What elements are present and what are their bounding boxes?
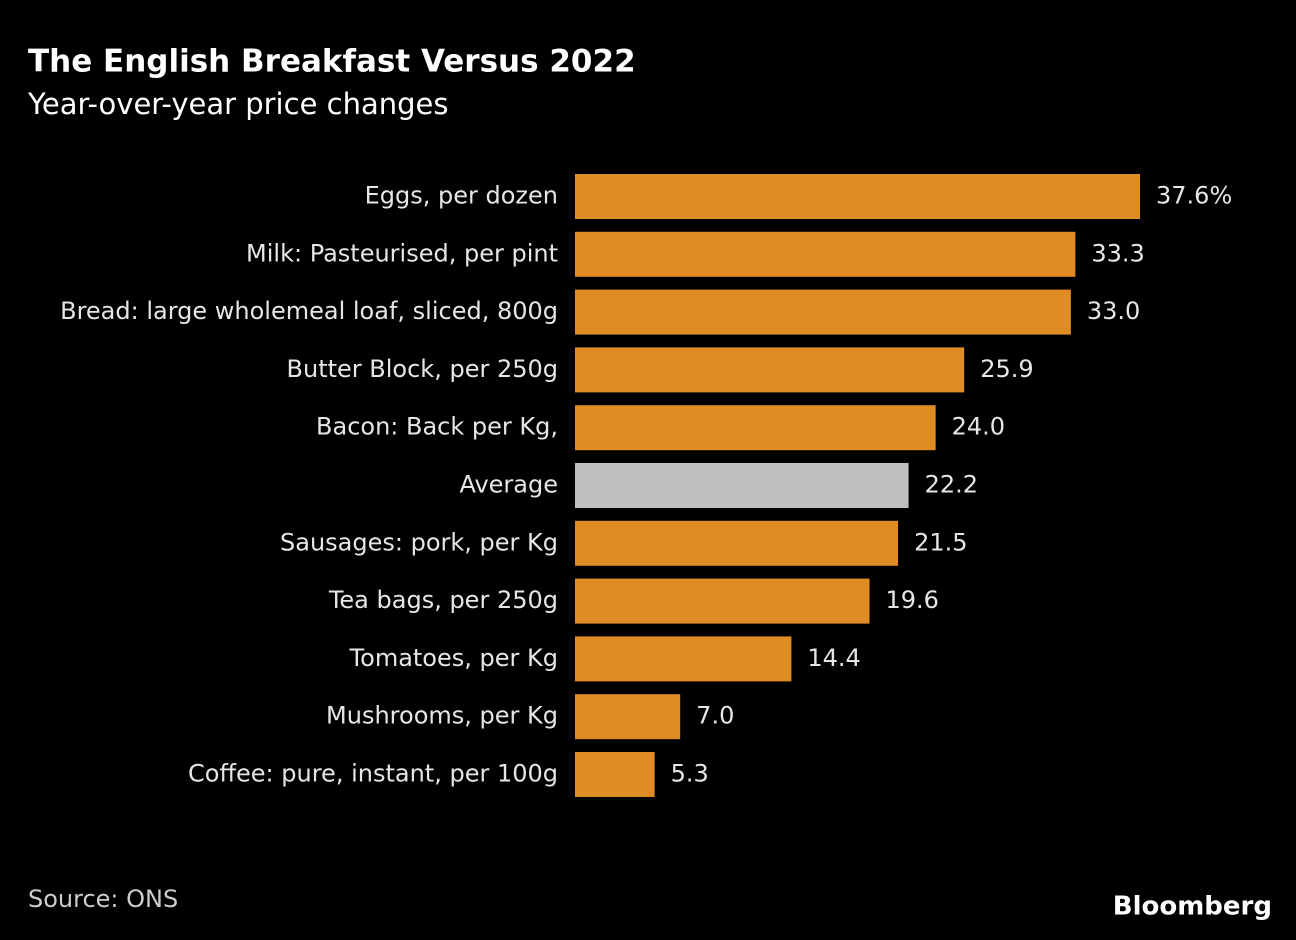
bar — [575, 347, 965, 393]
bar — [575, 463, 909, 508]
category-label: Tea bags, per 250g — [328, 586, 558, 614]
bar — [575, 231, 1076, 277]
bar — [575, 405, 936, 451]
category-label: Butter Block, per 250g — [287, 355, 558, 383]
source: Source: ONS — [28, 885, 178, 913]
value-label: 14.4 — [807, 644, 860, 672]
value-label: 19.6 — [886, 586, 939, 614]
category-label: Bread: large wholemeal loaf, sliced, 800… — [60, 297, 558, 325]
category-label: Sausages: pork, per Kg — [280, 528, 558, 556]
value-label: 25.9 — [980, 355, 1033, 383]
bar — [575, 694, 681, 740]
category-label: Average — [459, 471, 558, 499]
value-label: 7.0 — [696, 702, 734, 730]
chart-title: The English Breakfast Versus 2022 — [28, 44, 636, 80]
category-label: Tomatoes, per Kg — [349, 644, 558, 672]
value-label: 33.0 — [1087, 297, 1140, 325]
bar — [575, 752, 655, 797]
category-label: Milk: Pasteurised, per pint — [246, 239, 558, 267]
value-label: 22.2 — [925, 471, 978, 499]
value-label: 37.6% — [1156, 182, 1232, 210]
brand: Bloomberg — [1113, 892, 1272, 922]
category-label: Eggs, per dozen — [365, 182, 558, 210]
category-label: Bacon: Back per Kg, — [316, 413, 558, 441]
bar — [575, 636, 792, 682]
bar — [575, 520, 899, 566]
value-label: 33.3 — [1091, 239, 1144, 267]
bar — [575, 289, 1071, 335]
value-label: 5.3 — [671, 760, 709, 788]
bar — [575, 578, 870, 624]
value-label: 21.5 — [914, 528, 967, 556]
value-label: 24.0 — [952, 413, 1005, 441]
category-label: Coffee: pure, instant, per 100g — [188, 760, 558, 788]
bar — [575, 174, 1140, 219]
category-label: Mushrooms, per Kg — [326, 702, 558, 730]
chart-subtitle: Year-over-year price changes — [27, 87, 448, 121]
